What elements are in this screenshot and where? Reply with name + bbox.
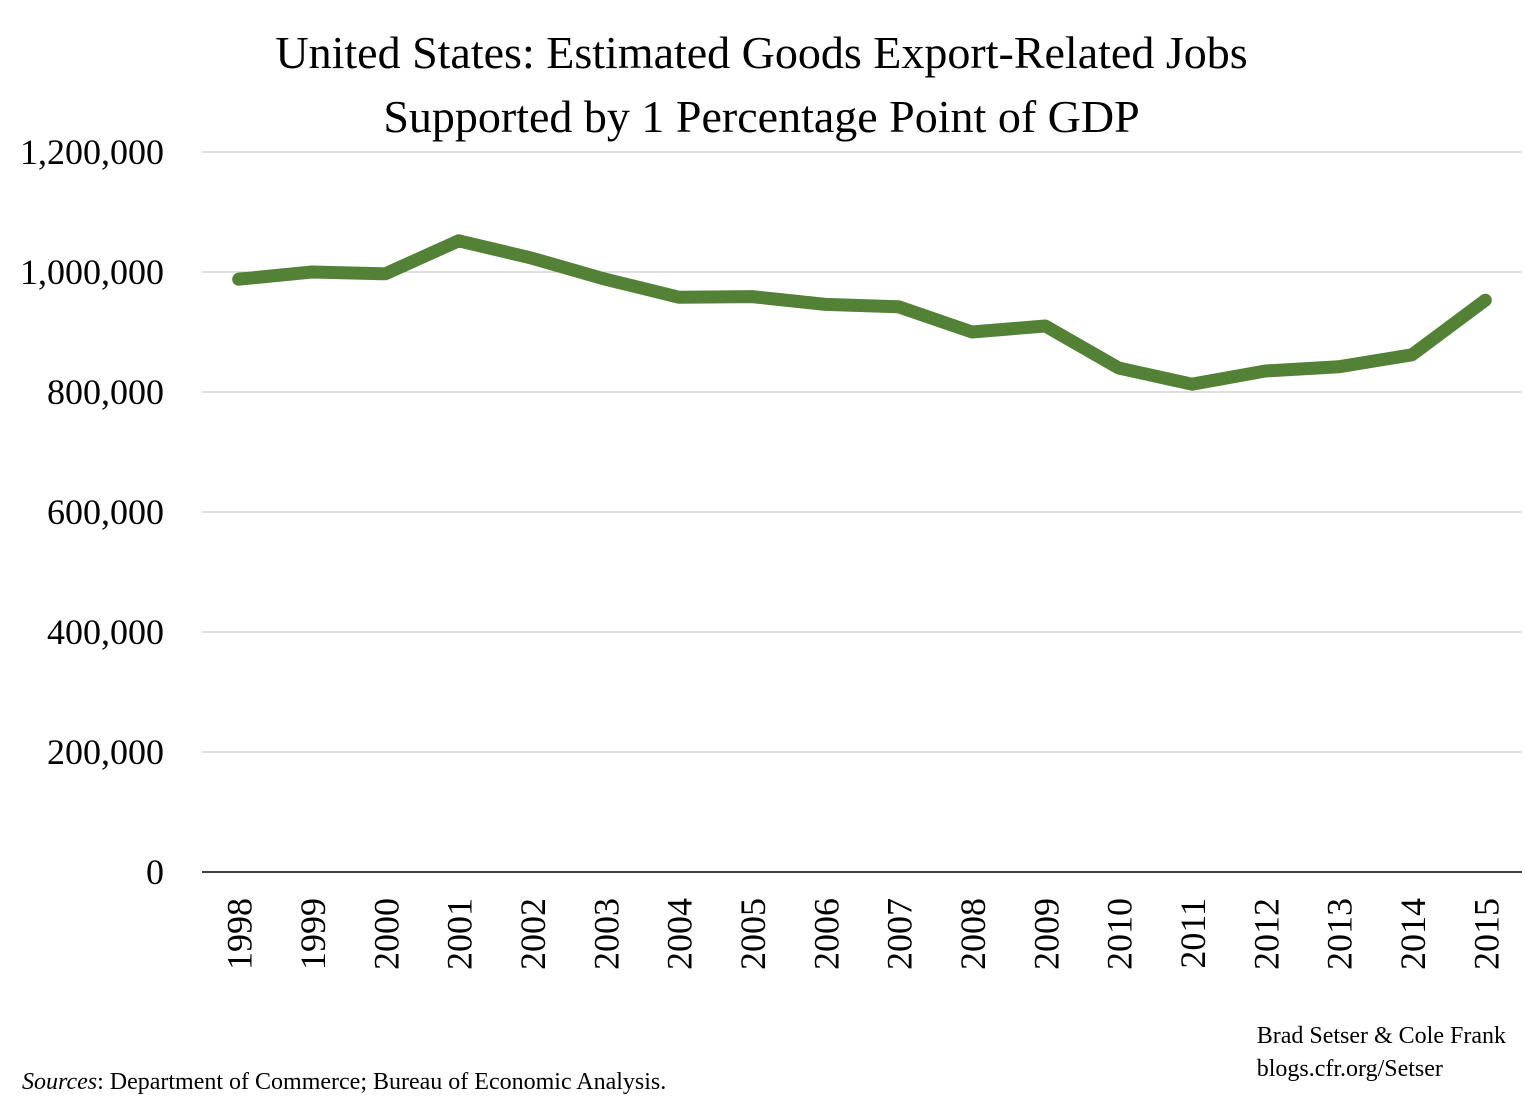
data-point: [383, 271, 388, 276]
y-tick-label: 400,000: [47, 612, 164, 652]
data-point: [1410, 352, 1414, 357]
data-point: [1116, 366, 1121, 370]
x-tick-label: 2012: [1246, 898, 1286, 970]
data-point: [1190, 382, 1194, 387]
y-tick-label: 200,000: [47, 732, 164, 772]
data-point: [896, 304, 901, 309]
credit: Brad Setser & Cole Frank blogs.cfr.org/S…: [1257, 1020, 1506, 1086]
x-tick-label: 2010: [1100, 898, 1140, 970]
data-point: [1263, 369, 1268, 373]
series-line: [232, 234, 1492, 391]
y-axis-ticks: 0 200,000 400,000 600,000 800,000 1,000,000 1,…: [20, 132, 164, 892]
data-point: [750, 294, 754, 299]
x-tick-label: 2001: [440, 898, 480, 970]
sources-label: Sources: [22, 1069, 98, 1095]
x-tick-label: 2007: [880, 898, 920, 970]
data-point: [970, 330, 974, 334]
y-tick-label: 600,000: [47, 492, 164, 532]
chart-title: United States: Estimated Goods Export-Re…: [275, 27, 1248, 78]
x-tick-label: 2009: [1026, 898, 1066, 970]
y-tick-label: 800,000: [47, 372, 164, 412]
x-axis-ticks: 1998 1999 2000 2001 2002 2003 2004 2005 2006 2007…: [220, 898, 1507, 970]
x-tick-label: 2006: [806, 898, 846, 970]
x-tick-label: 2013: [1320, 898, 1360, 970]
x-tick-label: 2015: [1466, 898, 1506, 970]
y-tick-label: 1,200,000: [20, 132, 164, 172]
data-point: [603, 277, 608, 282]
data-point: [530, 256, 534, 261]
sources-note: Sources: Department of Commerce; Bureau …: [22, 1066, 666, 1099]
sources-text: : Department of Commerce; Bureau of Econ…: [97, 1069, 667, 1095]
x-tick-label: 2003: [586, 898, 626, 970]
x-tick-label: 2004: [660, 898, 700, 970]
y-tick-label: 0: [146, 852, 164, 892]
x-tick-label: 1998: [220, 898, 260, 970]
x-tick-label: 2000: [366, 898, 406, 970]
x-tick-label: 2005: [733, 898, 773, 970]
data-point: [456, 238, 461, 243]
data-point: [823, 302, 828, 307]
x-tick-label: 2002: [513, 898, 553, 970]
data-point: [676, 295, 681, 300]
data-point: [1043, 324, 1048, 328]
x-tick-label: 2008: [953, 898, 993, 970]
data-point: [236, 277, 241, 282]
series-group: [232, 234, 1492, 391]
x-tick-label: 2014: [1393, 898, 1433, 970]
y-tick-label: 1,000,000: [20, 252, 164, 292]
x-tick-label: 1999: [293, 898, 333, 970]
credit-authors: Brad Setser & Cole Frank: [1256, 1023, 1506, 1049]
data-point: [1336, 364, 1341, 369]
chart-subtitle: Supported by 1 Percentage Point of GDP: [383, 91, 1140, 142]
data-point: [1483, 298, 1488, 303]
x-tick-label: 2011: [1173, 898, 1213, 969]
gridlines: [202, 151, 1522, 873]
credit-url: blogs.cfr.org/Setser: [1256, 1056, 1443, 1082]
data-point: [310, 270, 314, 274]
